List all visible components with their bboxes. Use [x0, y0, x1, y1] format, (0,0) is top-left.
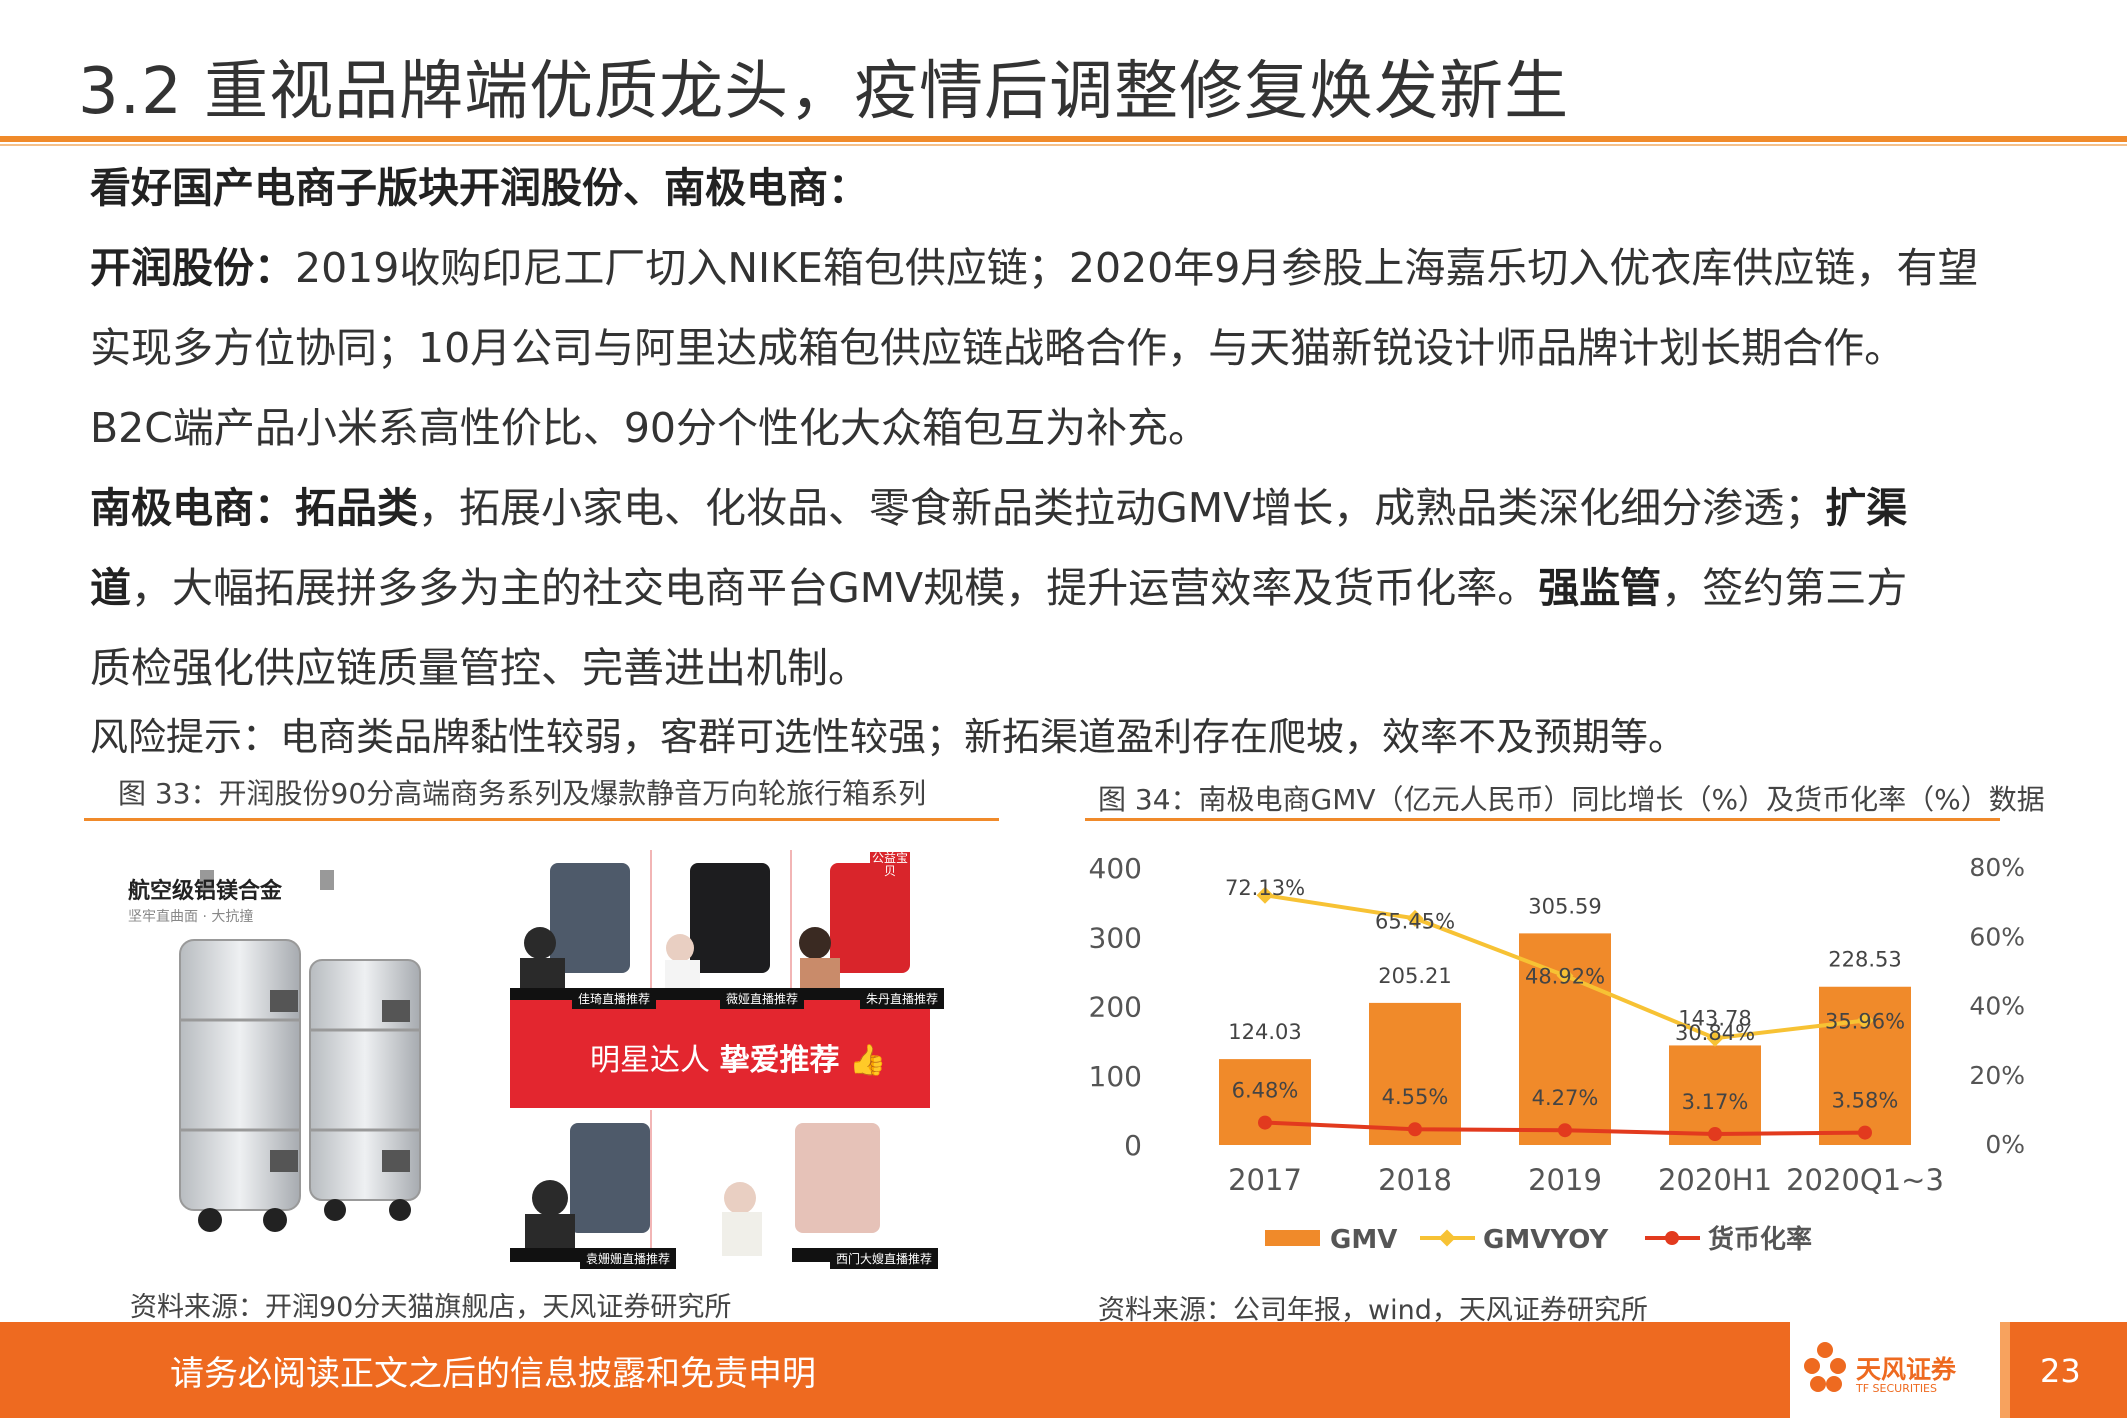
legend-yoy-label: GMVYOY	[1483, 1225, 1609, 1255]
legend-monetization-label: 货币化率	[1708, 1224, 1812, 1255]
kairun-label: 开润股份：	[90, 244, 295, 292]
nanji-text-3: ，签约第三方	[1661, 564, 1908, 612]
page-title: 3.2 重视品牌端优质龙头，疫情后调整修复焕发新生	[78, 55, 1570, 129]
yoy-label: 72.13%	[1225, 876, 1305, 900]
thumbs-up-icon: 👍	[839, 1043, 887, 1078]
brand-name: 天风证券	[1856, 1355, 1957, 1384]
monetization-point	[1708, 1127, 1722, 1142]
yoy-label: 65.45%	[1375, 909, 1455, 933]
title-divider	[0, 136, 2127, 142]
yoy-label: 35.96%	[1825, 1009, 1905, 1033]
figure-34-caption: 图 34：南极电商GMV（亿元人民币）同比增长（%）及货币化率（%）数据	[1098, 783, 2045, 816]
y-right-tick-label: 20%	[1969, 1061, 2025, 1090]
brand-flower-icon	[1804, 1342, 1846, 1392]
monetization-label: 3.58%	[1832, 1089, 1899, 1113]
nanji-bold-1: 拓品类	[295, 484, 418, 532]
risk-warning: 风险提示：电商类品牌黏性较弱，客群可选性较强；新拓渠道盈利存在爬坡，效率不及预期…	[90, 715, 1687, 759]
nanji-paragraph-line-1: 南极电商：拓品类，拓展小家电、化妆品、零食新品类拉动GMV增长，成熟品类深化细分…	[90, 468, 1907, 548]
figure-33-rule	[84, 818, 999, 821]
legend-yoy-marker	[1438, 1229, 1456, 1247]
thumb-label-5: 西门大嫂直播推荐	[830, 1248, 939, 1269]
kairun-paragraph-line-2: 实现多方位协同；10月公司与阿里达成箱包供应链战略合作，与天猫新锐设计师品牌计划…	[90, 324, 1906, 372]
legend-gmv-swatch	[1265, 1230, 1320, 1246]
promo-banner-text: 明星达人 挚爱推荐 👍	[590, 1035, 886, 1079]
y-right-tick-label: 80%	[1969, 853, 2025, 882]
x-tick-label: 2020H1	[1658, 1163, 1772, 1197]
gmv-bar-label: 205.21	[1378, 964, 1451, 988]
nanji-text-2: ，大幅拓展拼多多为主的社交电商平台GMV规模，提升运营效率及货币化率。	[131, 564, 1539, 612]
x-tick-label: 2017	[1228, 1163, 1302, 1197]
nanji-bold-3: 强监管	[1538, 564, 1662, 612]
legend-monetization-marker	[1665, 1231, 1679, 1245]
gmv-bar	[1219, 1059, 1311, 1145]
nanji-bold-2a: 扩渠	[1825, 484, 1908, 532]
y-left-tick-label: 200	[1089, 991, 1142, 1024]
monetization-point	[1408, 1122, 1422, 1137]
promo-text-a: 明星达人	[590, 1043, 720, 1078]
aluminum-suitcase-image	[179, 870, 421, 1232]
y-left-tick-label: 300	[1089, 921, 1142, 954]
promo-text-b: 挚爱推荐	[719, 1043, 840, 1078]
kairun-paragraph-line-3: B2C端产品小米系高性价比、90分个性化大众箱包互为补充。	[90, 404, 1210, 452]
footer-bar	[0, 1322, 2127, 1418]
figure-34-source: 资料来源：公司年报，wind，天风证券研究所	[1098, 1295, 1648, 1326]
nanji-text-1: ，拓展小家电、化妆品、零食新品类拉动GMV增长，成熟品类深化细分渗透；	[418, 484, 1826, 532]
thumb-label-4: 袁姗姗直播推荐	[580, 1248, 677, 1269]
nanji-bold-2b: 道	[90, 564, 131, 612]
gmv-bar-label: 305.59	[1528, 894, 1601, 918]
monetization-label: 4.27%	[1532, 1086, 1599, 1110]
gmv-bar	[1369, 1002, 1461, 1145]
monetization-label: 3.17%	[1682, 1090, 1749, 1114]
monetization-label: 6.48%	[1232, 1079, 1299, 1103]
y-right-tick-label: 40%	[1969, 992, 2025, 1021]
monetization-point	[1558, 1123, 1572, 1138]
gmv-bar-label: 124.03	[1228, 1020, 1301, 1044]
y-left-tick-label: 0	[1124, 1129, 1142, 1162]
promo-banner	[510, 1000, 930, 1108]
brand-name-en: TF SECURITIES	[1856, 1382, 1937, 1395]
y-right-tick-label: 60%	[1969, 922, 2025, 951]
x-tick-label: 2019	[1528, 1163, 1602, 1197]
figure-34-rule	[1085, 818, 2000, 821]
x-tick-label: 2020Q1~3	[1786, 1163, 1944, 1197]
headline: 看好国产电商子版块开润股份、南极电商：	[90, 164, 869, 212]
nanji-label: 南极电商：	[90, 484, 295, 532]
thumb-label-3: 朱丹直播推荐	[860, 988, 945, 1009]
footer-disclaimer: 请务必阅读正文之后的信息披露和免责申明	[170, 1354, 816, 1394]
y-right-tick-label: 0%	[1985, 1130, 2025, 1159]
yoy-label: 48.92%	[1525, 965, 1605, 989]
gmv-chart: 0 100 200 300 400 0% 20% 40% 60% 80% 124.03 2017 205…	[1089, 852, 2025, 1255]
nanji-paragraph-line-3: 质检强化供应链质量管控、完善进出机制。	[90, 644, 869, 692]
nanji-paragraph-line-2: 道，大幅拓展拼多多为主的社交电商平台GMV规模，提升运营效率及货币化率。强监管，…	[90, 548, 1907, 628]
title-divider-shadow	[0, 144, 2127, 146]
figure-33-source: 资料来源：开润90分天猫旗舰店，天风证券研究所	[130, 1292, 732, 1323]
y-left-tick-label: 400	[1089, 852, 1142, 885]
image-heading: 航空级铝镁合金	[128, 879, 283, 904]
kairun-paragraph-line-1: 开润股份：2019收购印尼工厂切入NIKE箱包供应链；2020年9月参股上海嘉乐…	[90, 228, 1978, 308]
kairun-text-1: 2019收购印尼工厂切入NIKE箱包供应链；2020年9月参股上海嘉乐切入优衣库…	[295, 244, 1979, 292]
corner-tag: 公益宝贝	[871, 851, 908, 878]
monetization-point	[1858, 1125, 1872, 1140]
footer-accent-strip	[2000, 1322, 2010, 1418]
image-subheading: 坚牢直曲面 · 大抗撞	[128, 909, 254, 925]
legend-gmv-label: GMV	[1330, 1225, 1397, 1255]
x-tick-label: 2018	[1378, 1163, 1452, 1197]
yoy-label: 30.84%	[1675, 1021, 1755, 1045]
page-number: 23	[2040, 1352, 2081, 1390]
gmv-bar-label: 228.53	[1828, 948, 1901, 972]
y-left-tick-label: 100	[1089, 1060, 1142, 1093]
monetization-label: 4.55%	[1382, 1085, 1449, 1109]
thumb-label-1: 佳琦直播推荐	[572, 988, 657, 1009]
figure-33-caption: 图 33：开润股份90分高端商务系列及爆款静音万向轮旅行箱系列	[118, 777, 927, 810]
thumb-label-2: 薇娅直播推荐	[720, 988, 805, 1009]
monetization-point	[1258, 1115, 1272, 1130]
yoy-point	[1556, 967, 1574, 985]
